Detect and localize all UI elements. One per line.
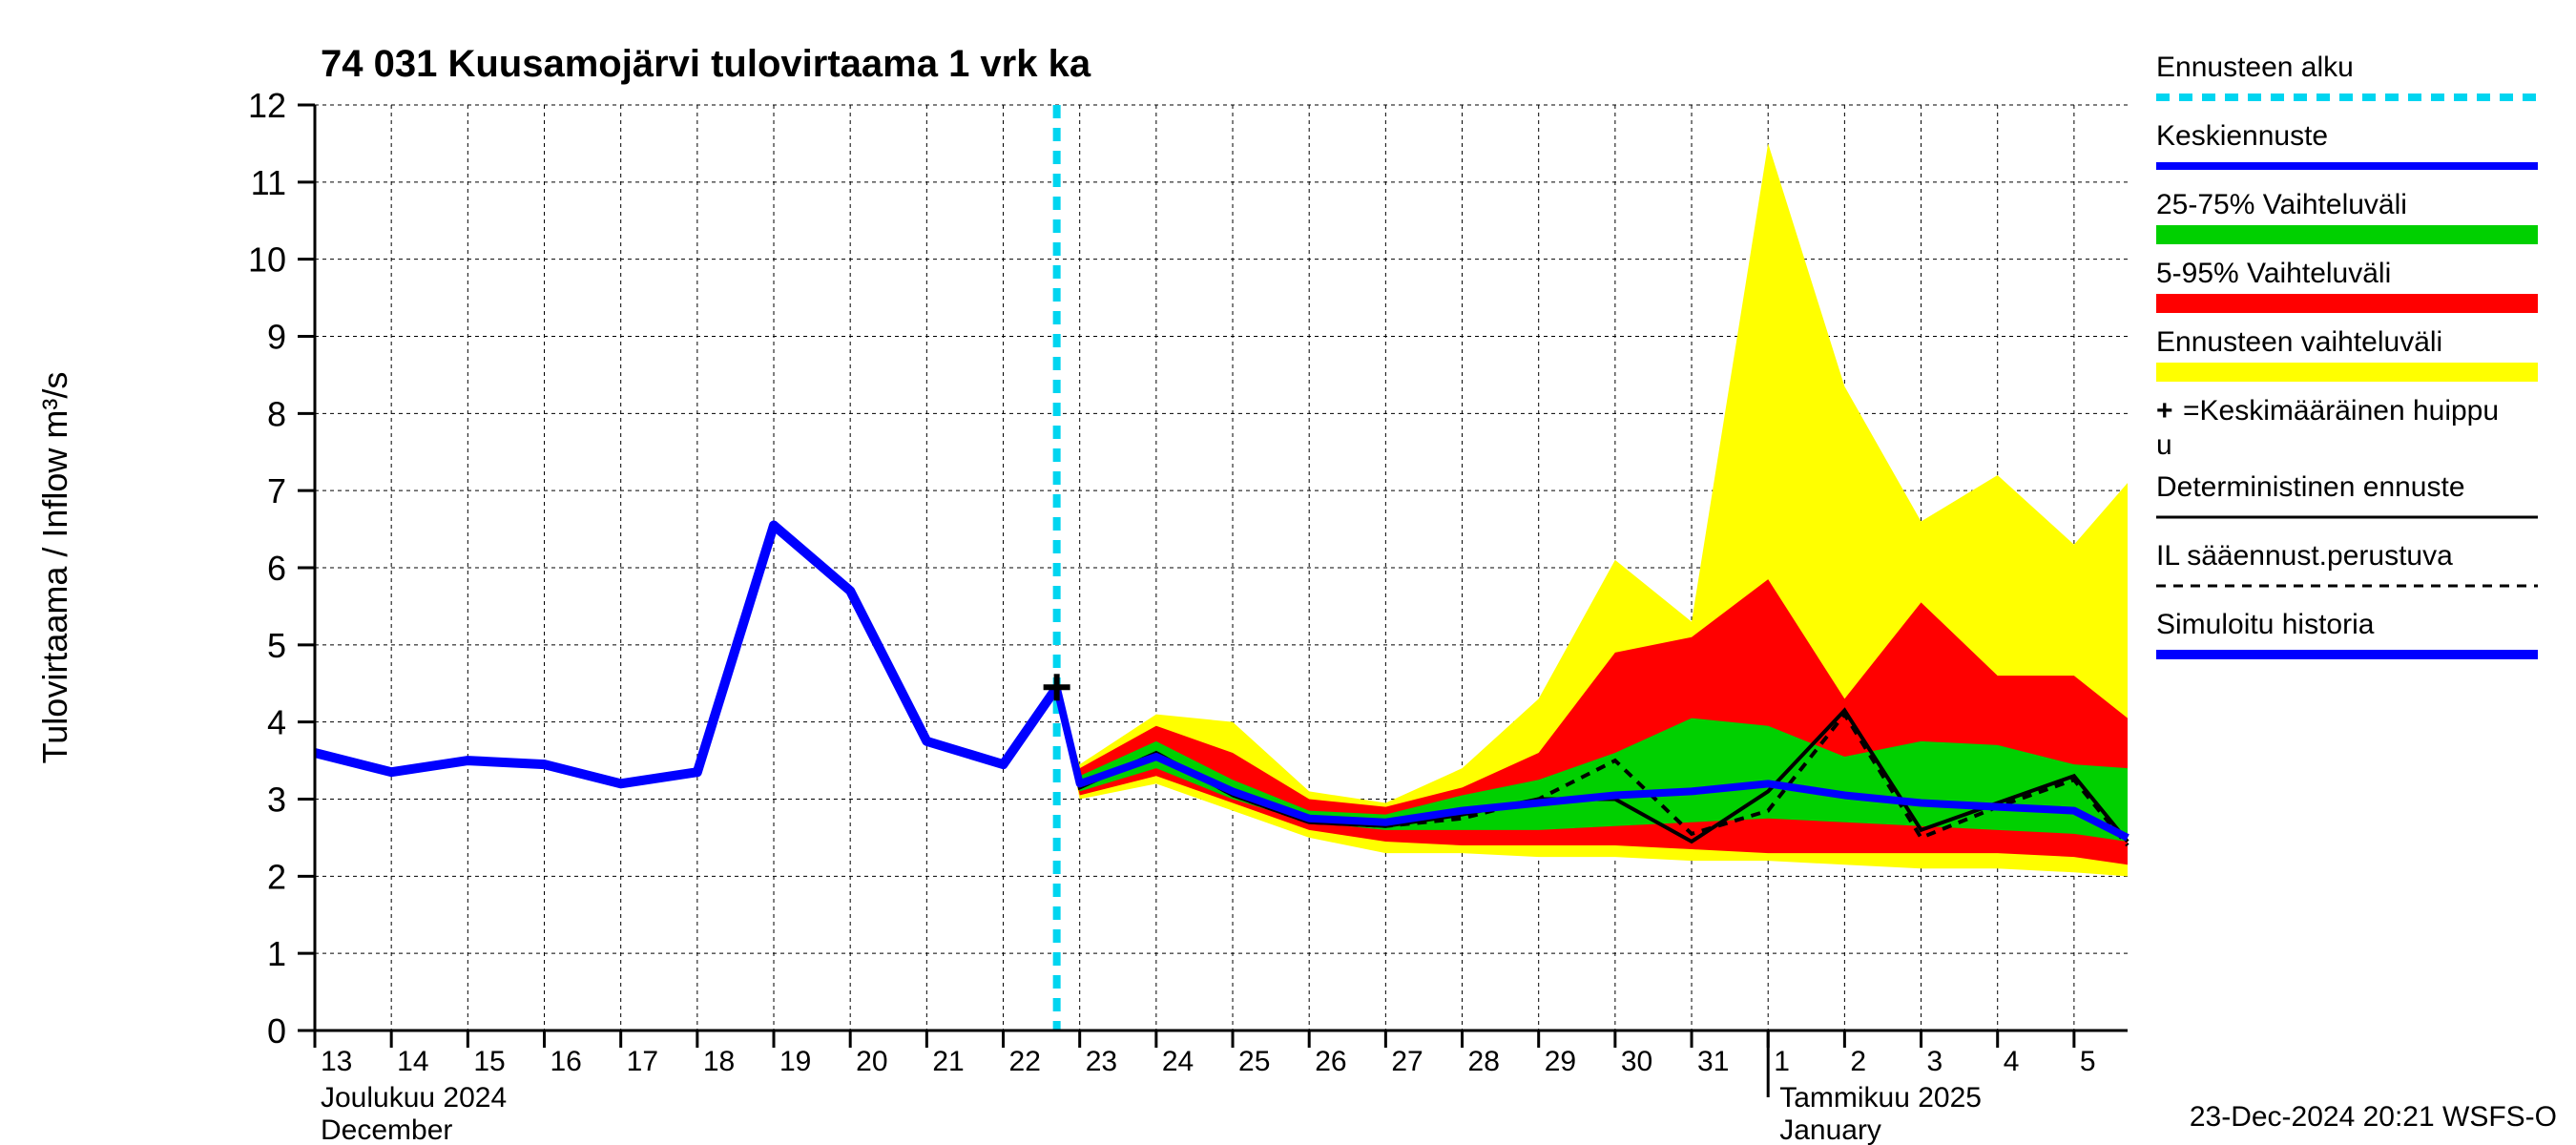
svg-text:1: 1 xyxy=(1774,1046,1790,1077)
svg-text:IL sääennust.perustuva: IL sääennust.perustuva xyxy=(2156,540,2453,572)
svg-text:10: 10 xyxy=(248,240,286,280)
svg-text:5: 5 xyxy=(267,626,286,665)
svg-text:30: 30 xyxy=(1621,1046,1652,1077)
svg-text:2: 2 xyxy=(1850,1046,1866,1077)
svg-text:+: + xyxy=(2156,395,2173,427)
svg-text:2: 2 xyxy=(267,857,286,896)
svg-text:u: u xyxy=(2156,429,2172,461)
svg-text:3: 3 xyxy=(267,781,286,820)
svg-text:8: 8 xyxy=(267,394,286,433)
svg-text:13: 13 xyxy=(321,1046,352,1077)
svg-text:Deterministinen ennuste: Deterministinen ennuste xyxy=(2156,471,2465,503)
svg-text:Ennusteen alku: Ennusteen alku xyxy=(2156,52,2354,83)
inflow-forecast-chart: 0123456789101112131415161718192021222324… xyxy=(0,0,2576,1145)
svg-text:19: 19 xyxy=(779,1046,811,1077)
svg-text:Keskiennuste: Keskiennuste xyxy=(2156,120,2328,152)
svg-text:Simuloitu historia: Simuloitu historia xyxy=(2156,609,2375,640)
svg-text:25-75% Vaihteluväli: 25-75% Vaihteluväli xyxy=(2156,189,2407,220)
svg-text:9: 9 xyxy=(267,318,286,357)
svg-text:January: January xyxy=(1779,1114,1881,1145)
svg-text:5-95% Vaihteluväli: 5-95% Vaihteluväli xyxy=(2156,258,2391,289)
chart-container: { "title": "74 031 Kuusamojärvi tulovirt… xyxy=(0,0,2576,1145)
svg-text:4: 4 xyxy=(2004,1046,2020,1077)
svg-text:23: 23 xyxy=(1086,1046,1117,1077)
svg-text:27: 27 xyxy=(1391,1046,1423,1077)
svg-text:3: 3 xyxy=(1927,1046,1943,1077)
chart-title: 74 031 Kuusamojärvi tulovirtaama 1 vrk k… xyxy=(321,43,1091,85)
svg-text:=Keskimääräinen huippu: =Keskimääräinen huippu xyxy=(2183,395,2499,427)
svg-text:14: 14 xyxy=(397,1046,428,1077)
chart-footer: 23-Dec-2024 20:21 WSFS-O xyxy=(2190,1101,2557,1133)
svg-text:6: 6 xyxy=(267,549,286,588)
svg-text:Ennusteen vaihteluväli: Ennusteen vaihteluväli xyxy=(2156,326,2442,358)
svg-text:15: 15 xyxy=(473,1046,505,1077)
svg-text:12: 12 xyxy=(248,86,286,125)
svg-text:17: 17 xyxy=(627,1046,658,1077)
svg-text:Tammikuu 2025: Tammikuu 2025 xyxy=(1779,1082,1982,1114)
svg-text:24: 24 xyxy=(1162,1046,1194,1077)
svg-text:0: 0 xyxy=(267,1011,286,1051)
svg-text:18: 18 xyxy=(703,1046,735,1077)
svg-text:1: 1 xyxy=(267,934,286,973)
y-axis-label: Tulovirtaama / Inflow m³/s xyxy=(35,372,74,764)
svg-text:11: 11 xyxy=(251,163,286,202)
svg-text:21: 21 xyxy=(932,1046,964,1077)
svg-text:25: 25 xyxy=(1238,1046,1270,1077)
svg-text:4: 4 xyxy=(267,703,286,742)
svg-text:28: 28 xyxy=(1468,1046,1500,1077)
svg-text:5: 5 xyxy=(2080,1046,2096,1077)
svg-text:7: 7 xyxy=(267,471,286,510)
svg-text:16: 16 xyxy=(551,1046,582,1077)
svg-text:20: 20 xyxy=(856,1046,887,1077)
svg-text:22: 22 xyxy=(1009,1046,1041,1077)
svg-text:29: 29 xyxy=(1545,1046,1576,1077)
svg-text:Joulukuu 2024: Joulukuu 2024 xyxy=(321,1082,507,1114)
svg-text:31: 31 xyxy=(1697,1046,1729,1077)
svg-text:December: December xyxy=(321,1114,452,1145)
svg-text:26: 26 xyxy=(1315,1046,1346,1077)
